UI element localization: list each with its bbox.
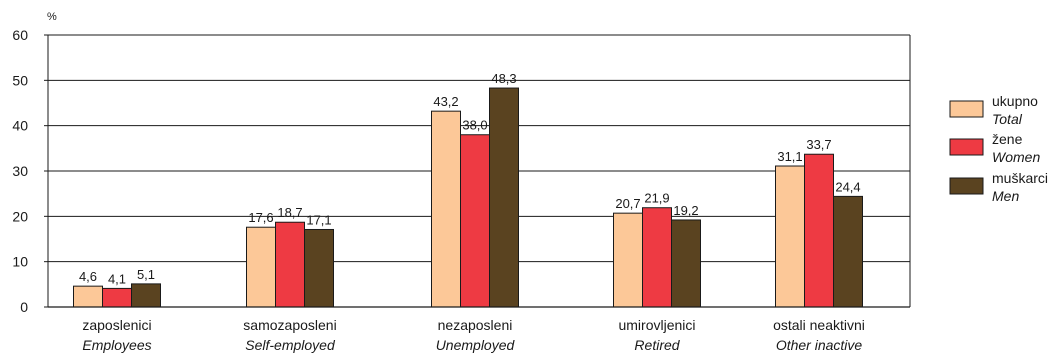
value-label: 20,7 [615,196,640,211]
bar-2-3 [671,219,701,308]
legend-swatch [949,177,984,195]
y-tick-labels: 0 10 20 30 40 50 60 [12,27,28,315]
value-label: 33,7 [806,137,831,152]
value-label: 38,0 [462,118,487,133]
category-label: ostali neaktivni [773,317,865,333]
legend-label: muškarci [992,170,1048,186]
bar-0-4 [775,165,805,308]
value-label: 17,6 [248,210,273,225]
category-sublabel: Retired [634,337,680,353]
bar-1-4 [804,153,834,308]
legend-sublabel: Men [992,188,1019,204]
category-label: samozaposleni [243,317,336,333]
value-label: 24,4 [835,179,860,194]
bar-0-3 [613,212,643,308]
value-label: 5,1 [137,267,155,282]
category-sublabel: Employees [82,337,151,353]
value-label: 43,2 [433,94,458,109]
y-unit-label: % [47,11,57,23]
category-sublabel: Self-employed [245,337,336,353]
value-label: 17,1 [306,212,331,227]
bar-1-1 [275,221,305,308]
legend-sublabel: Women [992,149,1040,165]
value-label: 19,2 [673,203,698,218]
y-tick-label: 30 [12,163,28,179]
bar-2-1 [304,228,334,308]
value-label: 4,1 [108,271,126,286]
y-tick-label: 10 [12,254,28,270]
value-label: 48,3 [491,71,516,86]
bar-1-0 [102,287,132,308]
legend-swatch [949,138,984,156]
bar-1-2 [460,134,490,308]
bar-0-1 [246,226,276,308]
y-tick-label: 40 [12,118,28,134]
legend-swatch [949,100,984,118]
category-label: nezaposleni [438,317,513,333]
value-label: 21,9 [644,191,669,206]
category-sublabel: Unemployed [436,337,516,353]
y-tick-label: 0 [20,299,28,315]
category-sublabel: Other inactive [776,337,863,353]
value-label: 31,1 [777,149,802,164]
value-label: 18,7 [277,205,302,220]
category-label: umirovljenici [618,317,695,333]
x-category-labels: zaposlenici Employees samozaposleni Self-em… [82,317,865,353]
y-tick-label: 20 [12,208,28,224]
bar-0-0 [73,285,103,308]
bar-2-4 [833,195,863,308]
bar-1-3 [642,207,672,308]
legend-sublabel: Total [992,111,1023,127]
axes [44,34,911,308]
value-label: 4,6 [79,269,97,284]
bar-0-2 [431,110,461,308]
bar-2-2 [489,87,519,308]
value-labels: 4,6 4,1 5,1 17,6 18,7 17,1 43,2 38,0 48,3 20,7 21,… [79,71,861,286]
bars [73,87,863,308]
legend: ukupno Total žene Women muškarci Men [949,93,1048,204]
legend-label: ukupno [992,93,1038,109]
legend-label: žene [992,131,1023,147]
y-tick-label: 60 [12,27,28,43]
category-label: zaposlenici [82,317,151,333]
y-tick-label: 50 [12,72,28,88]
bar-2-0 [131,283,161,308]
